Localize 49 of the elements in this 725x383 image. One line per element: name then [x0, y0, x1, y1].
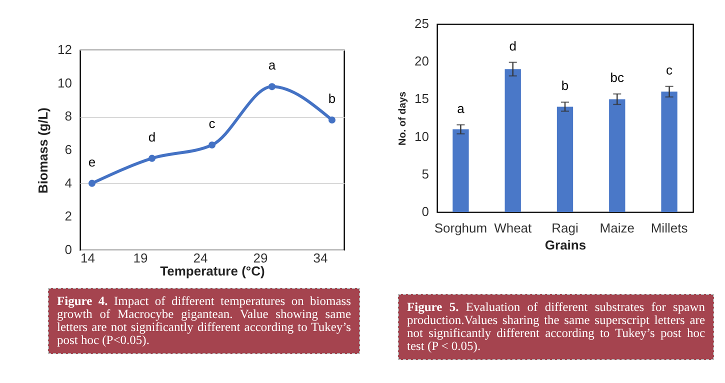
- x-tick-label: 24: [193, 250, 208, 266]
- caption: Figure 5. Evaluation of different substrates for spawn production.Values sharing the same superscript letters are not significantly different according to Tukey’s post hoc test (P < 0.05).: [407, 300, 705, 353]
- y-tick-label: 20: [414, 54, 429, 69]
- point: [88, 180, 96, 187]
- y-tick-label: 10: [58, 75, 72, 90]
- annotation: a: [268, 58, 276, 73]
- x-axis-title: Grains: [544, 238, 586, 252]
- x-tick-label: 34: [313, 250, 328, 266]
- y-tick-label: 5: [422, 166, 429, 182]
- point: [208, 141, 216, 149]
- annotation: e: [88, 154, 96, 170]
- point: [148, 154, 156, 162]
- x-tick-label: 14: [80, 250, 95, 266]
- annotation: b: [328, 91, 336, 106]
- y-axis-title: Biomass (g/L): [36, 108, 50, 194]
- annotation: d: [509, 38, 516, 54]
- bar: [609, 99, 626, 212]
- y-tick-label: 25: [414, 16, 429, 31]
- annotation: d: [148, 129, 156, 144]
- y-tick-label: 15: [414, 91, 429, 106]
- annotation: bc: [610, 70, 624, 85]
- y-tick-label: 8: [64, 108, 72, 124]
- x-tick-label: 19: [133, 250, 148, 266]
- annotation: c: [208, 116, 216, 131]
- bar: [556, 106, 574, 212]
- caption: Figure 4. Impact of different temperatures on biomass growth of Macrocybe gigantean. Value showing same letters are not significantly different according to Tukey’s post hoc (P<0.05).: [57, 294, 351, 347]
- y-axis-title: No. of days: [398, 91, 408, 146]
- y-tick-label: 10: [414, 128, 429, 144]
- y-tick-label: 12: [58, 42, 72, 57]
- annotation: c: [666, 62, 674, 78]
- y-tick-label: 0: [64, 242, 72, 257]
- bar: [452, 129, 469, 212]
- y-tick-label: 0: [422, 204, 429, 219]
- point: [328, 116, 336, 124]
- y-tick-label: 2: [64, 208, 72, 224]
- annotation: b: [561, 78, 569, 94]
- bar: [504, 69, 521, 212]
- x-tick-label: Ragi: [552, 220, 578, 236]
- x-tick-label: Wheat: [494, 220, 532, 236]
- x-axis-title: Temperature (°C): [160, 264, 265, 278]
- y-tick-label: 4: [64, 175, 72, 190]
- annotation: a: [457, 100, 466, 116]
- bar: [661, 92, 678, 212]
- x-tick-label: 29: [253, 250, 268, 266]
- x-tick-label: Millets: [650, 220, 688, 236]
- x-tick-label: Maize: [600, 220, 634, 236]
- x-tick-label: Sorghum: [434, 220, 488, 236]
- y-tick-label: 6: [64, 142, 72, 157]
- point: [268, 83, 276, 90]
